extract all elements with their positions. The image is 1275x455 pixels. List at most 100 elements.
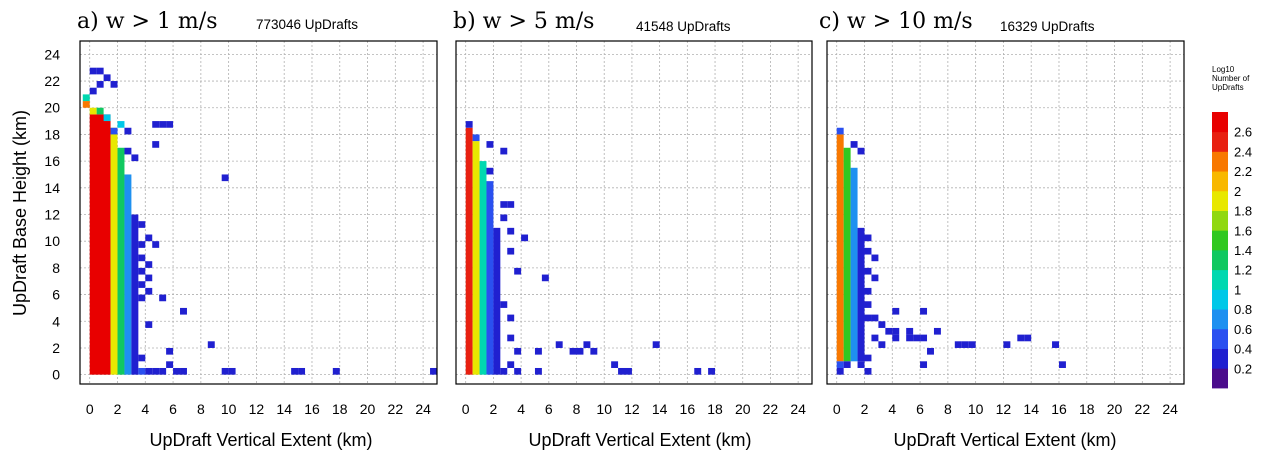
heatmap-cell [138,254,146,262]
heatmap-cell [298,367,306,375]
heatmap-cell [82,101,90,108]
heatmap-cell [864,314,872,322]
x-tick-label: 4 [141,401,149,417]
x-tick-label: 24 [415,401,431,417]
x-tick-label: 0 [833,401,841,417]
heatmap-cell [486,181,494,375]
colorbar-tick-label: 2.4 [1234,144,1252,159]
heatmap-cell [885,327,893,335]
colorbar-segment [1212,171,1228,192]
heatmap-cell [927,347,934,355]
colorbar-segment [1212,289,1228,310]
heatmap-cell [500,367,508,375]
heatmap-cell [534,347,542,355]
colorbar-tick-label: 1 [1234,282,1241,297]
panel-c-xlabel: UpDraft Vertical Extent (km) [893,430,1116,450]
x-tick-label: 16 [304,401,320,417]
heatmap-cell [850,141,858,148]
heatmap-cell [138,367,146,375]
heatmap-cell [906,327,914,335]
heatmap-cell [430,367,437,375]
heatmap-cell [521,234,529,242]
heatmap-cell [152,367,160,375]
heatmap-cell [472,134,480,142]
heatmap-cell [145,321,153,328]
heatmap-cell [89,67,97,75]
heatmap-cell [933,327,941,335]
colorbar-tick-label: 2.2 [1234,164,1252,179]
colorbar-title-line-3: UpDrafts [1212,83,1244,92]
heatmap-cell [555,341,563,348]
colorbar-segment [1212,368,1228,389]
x-tick-label: 14 [276,401,292,417]
heatmap-cell [507,314,515,322]
heatmap-cell [89,114,111,375]
x-tick-label: 10 [596,401,612,417]
y-tick-label: 22 [44,73,60,89]
colorbar-segment [1212,190,1228,211]
heatmap-cell [625,367,632,375]
x-tick-label: 16 [1051,401,1067,417]
heatmap-cell [96,107,104,115]
heatmap-cell [500,301,508,308]
x-tick-label: 14 [652,401,668,417]
heatmap-cell [836,361,844,368]
x-tick-label: 10 [221,401,237,417]
heatmap-cell [507,227,515,235]
heatmap-cell [920,334,928,342]
x-tick-label: 2 [861,401,869,417]
heatmap-cell [871,314,879,322]
heatmap-cell [138,294,146,302]
heatmap-cell [124,147,132,155]
heatmap-cell [590,347,598,355]
heatmap-cell [843,361,851,368]
heatmap-cell [968,341,976,348]
x-tick-label: 12 [996,401,1012,417]
panel-c: c) w > 10 m/s 16329 UpDrafts 0 2 4 6 8 10 12 14… [819,9,1185,450]
heatmap-cell [871,274,879,282]
heatmap-cell [913,334,921,342]
colorbar-title-line-1: Log10 [1212,65,1235,74]
heatmap-cell [864,287,872,295]
plot-frame [79,40,438,385]
colorbar-segment [1212,269,1228,290]
colorbar-segment [1212,210,1228,231]
heatmap-cell [138,354,146,362]
x-tick-label: 4 [517,401,525,417]
x-tick-label: 22 [388,401,404,417]
panel-a-title: a) w > 1 m/s [77,9,218,34]
colorbar: Log10 Number of UpDrafts 0.2 0.4 0.6 0.8 1 1.… [1212,65,1252,389]
heatmap-cell [892,334,900,342]
panel-b: b) w > 5 m/s 41548 UpDrafts 0 2 4 6 8 10 12 14 1… [453,9,813,450]
colorbar-tick-label: 2 [1234,184,1241,199]
heatmap-cell [117,121,125,128]
x-tick-label: 8 [944,401,952,417]
heatmap-cell [131,154,139,162]
heatmap-cell [857,147,865,155]
heatmap-cell [465,121,473,128]
heatmap-cell [138,241,146,248]
plot-area-c [827,41,1184,384]
heatmap-cell [500,201,508,208]
panel-c-title: c) w > 10 m/s [819,9,973,34]
heatmap-cell [857,227,865,362]
y-tick-label: 2 [52,340,60,356]
x-tick-label: 24 [790,401,806,417]
x-tick-label: 0 [86,401,94,417]
heatmap-cell [173,367,181,375]
heatmap-cell [145,367,153,375]
panel-c-count: 16329 UpDrafts [1000,19,1095,34]
heatmap-cell [117,147,125,375]
x-tick-label: 24 [1162,401,1178,417]
heatmap-cell [138,281,146,288]
heatmap-cell [152,121,160,128]
x-tick-label: 2 [490,401,498,417]
plot-area-a [80,41,437,384]
heatmap-cell [124,174,132,375]
heatmap-cell [145,234,153,242]
panel-a-xlabel: UpDraft Vertical Extent (km) [149,430,372,450]
heatmap-cell [159,294,167,302]
y-tick-label: 4 [52,313,60,329]
heatmap-cell [878,321,886,328]
y-tick-label: 0 [52,367,60,383]
